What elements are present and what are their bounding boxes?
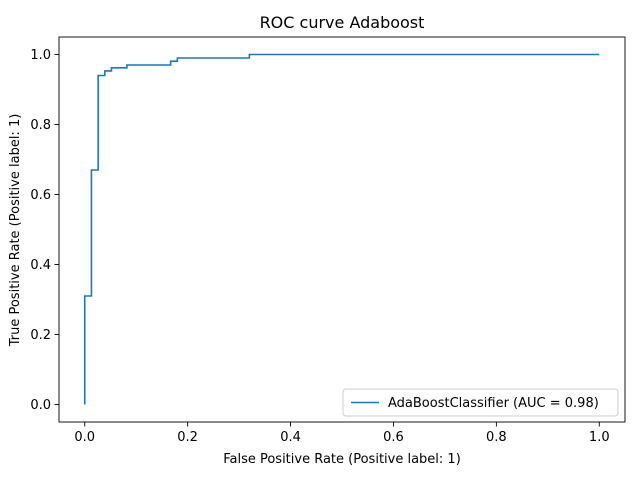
x-tick-label: 0.2: [177, 430, 198, 445]
y-tick-label: 1.0: [30, 48, 51, 63]
x-tick-label: 0.0: [74, 430, 95, 445]
chart-title: ROC curve Adaboost: [260, 13, 425, 32]
y-tick-label: 0.8: [30, 118, 51, 133]
y-tick-label: 0.6: [30, 188, 51, 203]
y-axis-label: True Positive Rate (Positive label: 1): [8, 114, 23, 348]
x-axis-label: False Positive Rate (Positive label: 1): [223, 452, 461, 467]
axes-frame: [58, 36, 626, 423]
y-tick-label: 0.2: [30, 328, 51, 343]
y-tick-label: 0.4: [30, 258, 51, 273]
x-tick-label: 0.4: [280, 430, 301, 445]
series-line-0: [83, 53, 600, 405]
legend-label: AdaBoostClassifier (AUC = 0.98): [388, 396, 599, 411]
plot-area: 0.0 0.2 0.4 0.6 0.8 1.0 0.0 0.2 0.4 0.6 0.8 1.0 AdaB…: [30, 36, 626, 445]
x-tick-label: 0.8: [486, 430, 507, 445]
x-tick-label: 1.0: [589, 430, 610, 445]
x-tick-label: 0.6: [383, 430, 404, 445]
y-tick-label: 0.0: [30, 398, 51, 413]
legend-box: [342, 388, 619, 417]
